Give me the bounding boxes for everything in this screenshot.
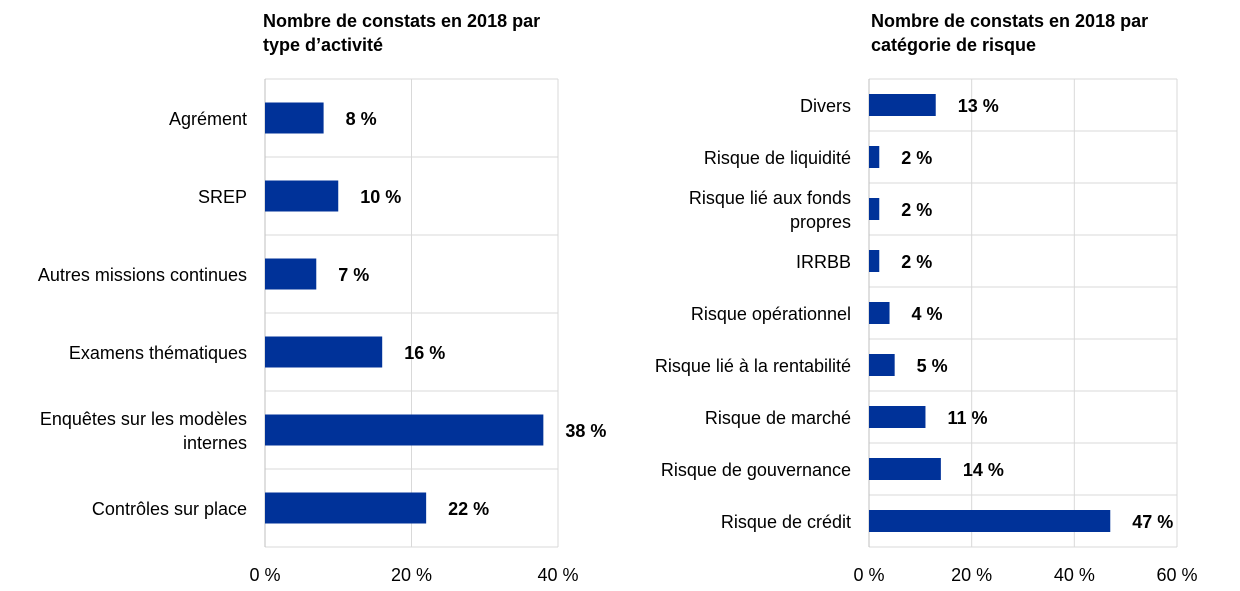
- right-value-label: 5 %: [917, 356, 948, 376]
- left-value-label: 8 %: [346, 109, 377, 129]
- right-x-tick-label: 0 %: [853, 565, 884, 585]
- left-category-label: Enquêtes sur les modèles: [40, 409, 247, 429]
- right-x-tick-label: 20 %: [951, 565, 992, 585]
- right-value-label: 13 %: [958, 96, 999, 116]
- right-chart-title: Nombre de constats en 2018 par catégorie…: [871, 9, 1148, 57]
- right-category-label: Divers: [800, 96, 851, 116]
- left-bar-chart: 0 % 20 % 40 % 8 % Agrément 10 % SREP 7 % Autres …: [38, 78, 606, 585]
- right-bar: [869, 198, 880, 220]
- right-value-label: 4 %: [912, 304, 943, 324]
- right-bar: [869, 354, 895, 376]
- left-bar: [265, 336, 383, 368]
- right-bar: [869, 302, 890, 324]
- right-chart-title-line-2: catégorie de risque: [871, 35, 1037, 55]
- left-value-label: 10 %: [360, 187, 401, 207]
- right-bar-chart: 0 % 20 % 40 % 60 % 13 % Divers 2 % Risque de li…: [655, 78, 1198, 585]
- right-value-label: 2 %: [901, 200, 932, 220]
- right-value-label: 2 %: [901, 148, 932, 168]
- left-category-label: Agrément: [169, 109, 247, 129]
- left-category-label: Autres missions continues: [38, 265, 247, 285]
- left-value-label: 7 %: [338, 265, 369, 285]
- left-chart-title-line-1: Nombre de constats en 2018 par: [263, 11, 541, 31]
- right-category-label: Risque lié à la rentabilité: [655, 356, 851, 376]
- left-x-tick-label: 0 %: [249, 565, 280, 585]
- right-category-label: Risque de liquidité: [704, 148, 851, 168]
- right-x-tick-label: 40 %: [1054, 565, 1095, 585]
- left-category-label: internes: [183, 433, 247, 453]
- right-category-label: Risque opérationnel: [691, 304, 851, 324]
- left-bar: [265, 414, 544, 446]
- left-bar: [265, 102, 324, 134]
- left-value-label: 22 %: [448, 499, 489, 519]
- left-bar: [265, 492, 427, 524]
- left-category-label: SREP: [198, 187, 247, 207]
- right-value-label: 2 %: [901, 252, 932, 272]
- right-chart-title-line-1: Nombre de constats en 2018 par: [871, 11, 1149, 31]
- left-x-tick-label: 20 %: [391, 565, 432, 585]
- left-value-label: 16 %: [404, 343, 445, 363]
- right-category-label: Risque de crédit: [721, 512, 851, 532]
- left-category-label: Examens thématiques: [69, 343, 247, 363]
- right-category-label: IRRBB: [796, 252, 851, 272]
- right-bar: [869, 458, 941, 480]
- left-chart-title: Nombre de constats en 2018 par type d’ac…: [263, 9, 540, 57]
- left-x-tick-label: 40 %: [537, 565, 578, 585]
- right-category-label: Risque lié aux fonds: [689, 188, 851, 208]
- right-bar: [869, 250, 880, 272]
- left-bar: [265, 180, 339, 212]
- right-bar: [869, 146, 880, 168]
- right-bar: [869, 406, 926, 428]
- right-category-label: Risque de gouvernance: [661, 460, 851, 480]
- left-chart-title-line-2: type d’activité: [263, 35, 384, 55]
- right-category-label: Risque de marché: [705, 408, 851, 428]
- right-value-label: 11 %: [947, 408, 987, 428]
- left-bar: [265, 258, 317, 290]
- right-bar: [869, 510, 1111, 532]
- right-x-tick-label: 60 %: [1156, 565, 1197, 585]
- right-category-label: propres: [790, 212, 851, 232]
- left-category-label: Contrôles sur place: [92, 499, 247, 519]
- left-value-label: 38 %: [565, 421, 606, 441]
- right-value-label: 14 %: [963, 460, 1004, 480]
- right-bar: [869, 94, 936, 116]
- right-value-label: 47 %: [1132, 512, 1173, 532]
